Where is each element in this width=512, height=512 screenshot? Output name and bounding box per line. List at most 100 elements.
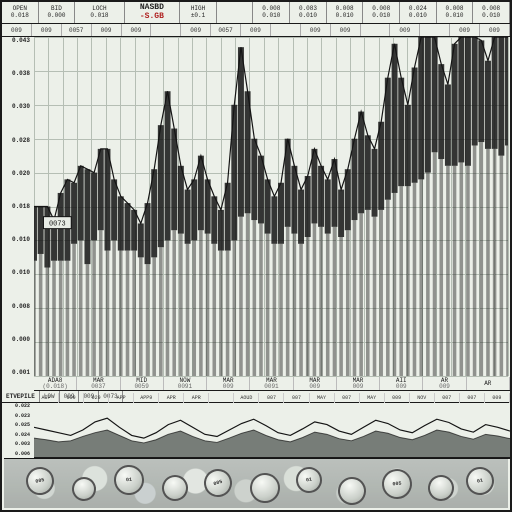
indicator-x-tick: APP9 xyxy=(134,393,159,403)
coin-icon xyxy=(425,472,458,505)
sub-header-cell xyxy=(420,24,450,36)
sub-header-cell xyxy=(151,24,181,36)
header-cell: 0.0080.010 xyxy=(473,2,510,23)
y-tick: 0.020 xyxy=(2,170,30,177)
sub-header-cell: 009 xyxy=(331,24,361,36)
coin-icon xyxy=(335,474,369,508)
header-cell: BID0.000 xyxy=(39,2,76,23)
x-tick: AII009 xyxy=(380,377,423,390)
indicator-x-tick: 007 xyxy=(335,393,360,403)
indicator-x-tick: MAY xyxy=(360,393,385,403)
x-tick: MAR009 xyxy=(294,377,337,390)
sub-header-cell: 009 xyxy=(122,24,152,36)
indicator-x-tick: 007 xyxy=(435,393,460,403)
y-tick: 0.000 xyxy=(2,336,30,343)
indicator-x-tick: AIP xyxy=(34,393,59,403)
header-cell: 0.0080.010 xyxy=(253,2,290,23)
header-cell: LOCH0.018 xyxy=(75,2,124,23)
indicator-x-axis: AIP009029APPAPP9APRAPRAOUD007007MAY007MA… xyxy=(34,393,510,403)
y-tick: 0.038 xyxy=(2,70,30,77)
header-cell: 0.0080.010 xyxy=(327,2,364,23)
y-tick: 0.008 xyxy=(2,303,30,310)
x-tick: MAR009 xyxy=(337,377,380,390)
x-tick: MAR0037 xyxy=(77,377,120,390)
indicator-oscillator-chart[interactable]: 0.0220.0230.0250.0240.0030.006 AIP009029… xyxy=(34,403,510,459)
y-tick: 0.010 xyxy=(2,269,30,276)
main-price-chart[interactable]: 0.0430.0380.0300.0280.0200.0180.0100.010… xyxy=(34,37,508,377)
sub-header-cell: 0057 xyxy=(62,24,92,36)
indicator-y-tick: 0.024 xyxy=(2,432,30,438)
indicator-x-tick: MAY xyxy=(310,393,335,403)
sub-header-cell: 009 xyxy=(2,24,32,36)
svg-text:0073: 0073 xyxy=(49,221,66,229)
indicator-x-tick: APP xyxy=(109,393,134,403)
x-tick: ADA8(0.018) xyxy=(34,377,77,390)
sub-header-cell: 0057 xyxy=(211,24,241,36)
header-cell: 0.0240.010 xyxy=(400,2,437,23)
indicator-y-axis: 0.022 0.023 0.025 0.024 0.003 0.006 xyxy=(2,403,32,457)
y-tick: 0.018 xyxy=(2,203,30,210)
header-cell: 0.0080.010 xyxy=(437,2,474,23)
indicator-x-tick: NOV xyxy=(410,393,435,403)
x-axis-labels: ADA8(0.018)MAR0037MID0059NOW0091MAR009MA… xyxy=(34,377,510,391)
indicator-x-tick: 007 xyxy=(259,393,284,403)
indicator-y-tick: 0.022 xyxy=(2,403,30,409)
sub-header-cell: 009 xyxy=(301,24,331,36)
indicator-x-tick: 009 xyxy=(485,393,510,403)
app-frame: OPEN0.018BID0.000LOCH0.018NASBD-S.GBHIGH… xyxy=(0,0,512,512)
y-tick: 0.028 xyxy=(2,137,30,144)
coin-icon xyxy=(248,471,282,505)
sub-header-cell: 009 xyxy=(181,24,211,36)
coin-icon: 01 xyxy=(113,464,146,497)
x-tick: MAR0091 xyxy=(250,377,293,390)
x-tick: MAR009 xyxy=(207,377,250,390)
indicator-x-tick: APR xyxy=(159,393,184,403)
coin-icon: 01 xyxy=(294,465,324,495)
indicator-x-tick: APR xyxy=(184,393,209,403)
coin-icon: 005 xyxy=(200,465,235,500)
header-cell: OPEN0.018 xyxy=(2,2,39,23)
y-tick: 0.030 xyxy=(2,103,30,110)
coin-icon: 005 xyxy=(381,468,414,501)
sub-header-cell xyxy=(361,24,391,36)
x-tick: AR009 xyxy=(423,377,466,390)
header-cell: HIGH±0.1 xyxy=(180,2,217,23)
coin-icon: 005 xyxy=(23,464,56,497)
indicator-x-tick xyxy=(209,393,234,403)
sub-header-cell: 009 xyxy=(390,24,420,36)
x-tick: AR xyxy=(467,377,510,390)
indicator-y-tick: 0.023 xyxy=(2,413,30,419)
indicator-y-tick: 0.003 xyxy=(2,441,30,447)
sub-header-cell: 009 xyxy=(92,24,122,36)
y-tick: 0.010 xyxy=(2,236,30,243)
footer-coins-illustration: 005 01 005 01 005 01 xyxy=(4,458,508,508)
indicator-series xyxy=(34,403,510,457)
header-cell: 0.0830.010 xyxy=(290,2,327,23)
indicator-x-tick: AOUD xyxy=(234,393,259,403)
x-tick: MID0059 xyxy=(121,377,164,390)
header-info-strip: OPEN0.018BID0.000LOCH0.018NASBD-S.GBHIGH… xyxy=(2,2,510,24)
indicator-x-tick: 009 xyxy=(385,393,410,403)
indicator-y-tick: 0.025 xyxy=(2,422,30,428)
sub-header-cell: 009 xyxy=(32,24,62,36)
y-axis-labels: 0.043 0.038 0.030 0.028 0.020 0.018 0.010 0.010… xyxy=(2,37,32,376)
sub-header-cell xyxy=(271,24,301,36)
coin-icon xyxy=(158,471,191,504)
indicator-y-tick: 0.006 xyxy=(2,451,30,457)
header-cell: 0.0080.010 xyxy=(363,2,400,23)
coin-icon: 01 xyxy=(463,464,497,498)
y-tick: 0.043 xyxy=(2,37,30,44)
indicator-x-tick: 007 xyxy=(460,393,485,403)
y-tick: 0.001 xyxy=(2,369,30,376)
coin-icon xyxy=(69,474,98,503)
price-series: 0073 xyxy=(34,37,508,376)
sub-header-cell: 009 xyxy=(241,24,271,36)
x-tick: NOW0091 xyxy=(164,377,207,390)
indicator-x-tick: 009 xyxy=(59,393,84,403)
indicator-x-tick: 007 xyxy=(284,393,309,403)
sub-header-cell: 009 xyxy=(450,24,480,36)
header-sub-strip: 0090090057009009009005700900900900900900… xyxy=(2,24,510,37)
sub-header-cell: 009 xyxy=(480,24,510,36)
indicator-x-tick: 029 xyxy=(84,393,109,403)
header-cell: NASBD-S.GB xyxy=(125,2,181,23)
